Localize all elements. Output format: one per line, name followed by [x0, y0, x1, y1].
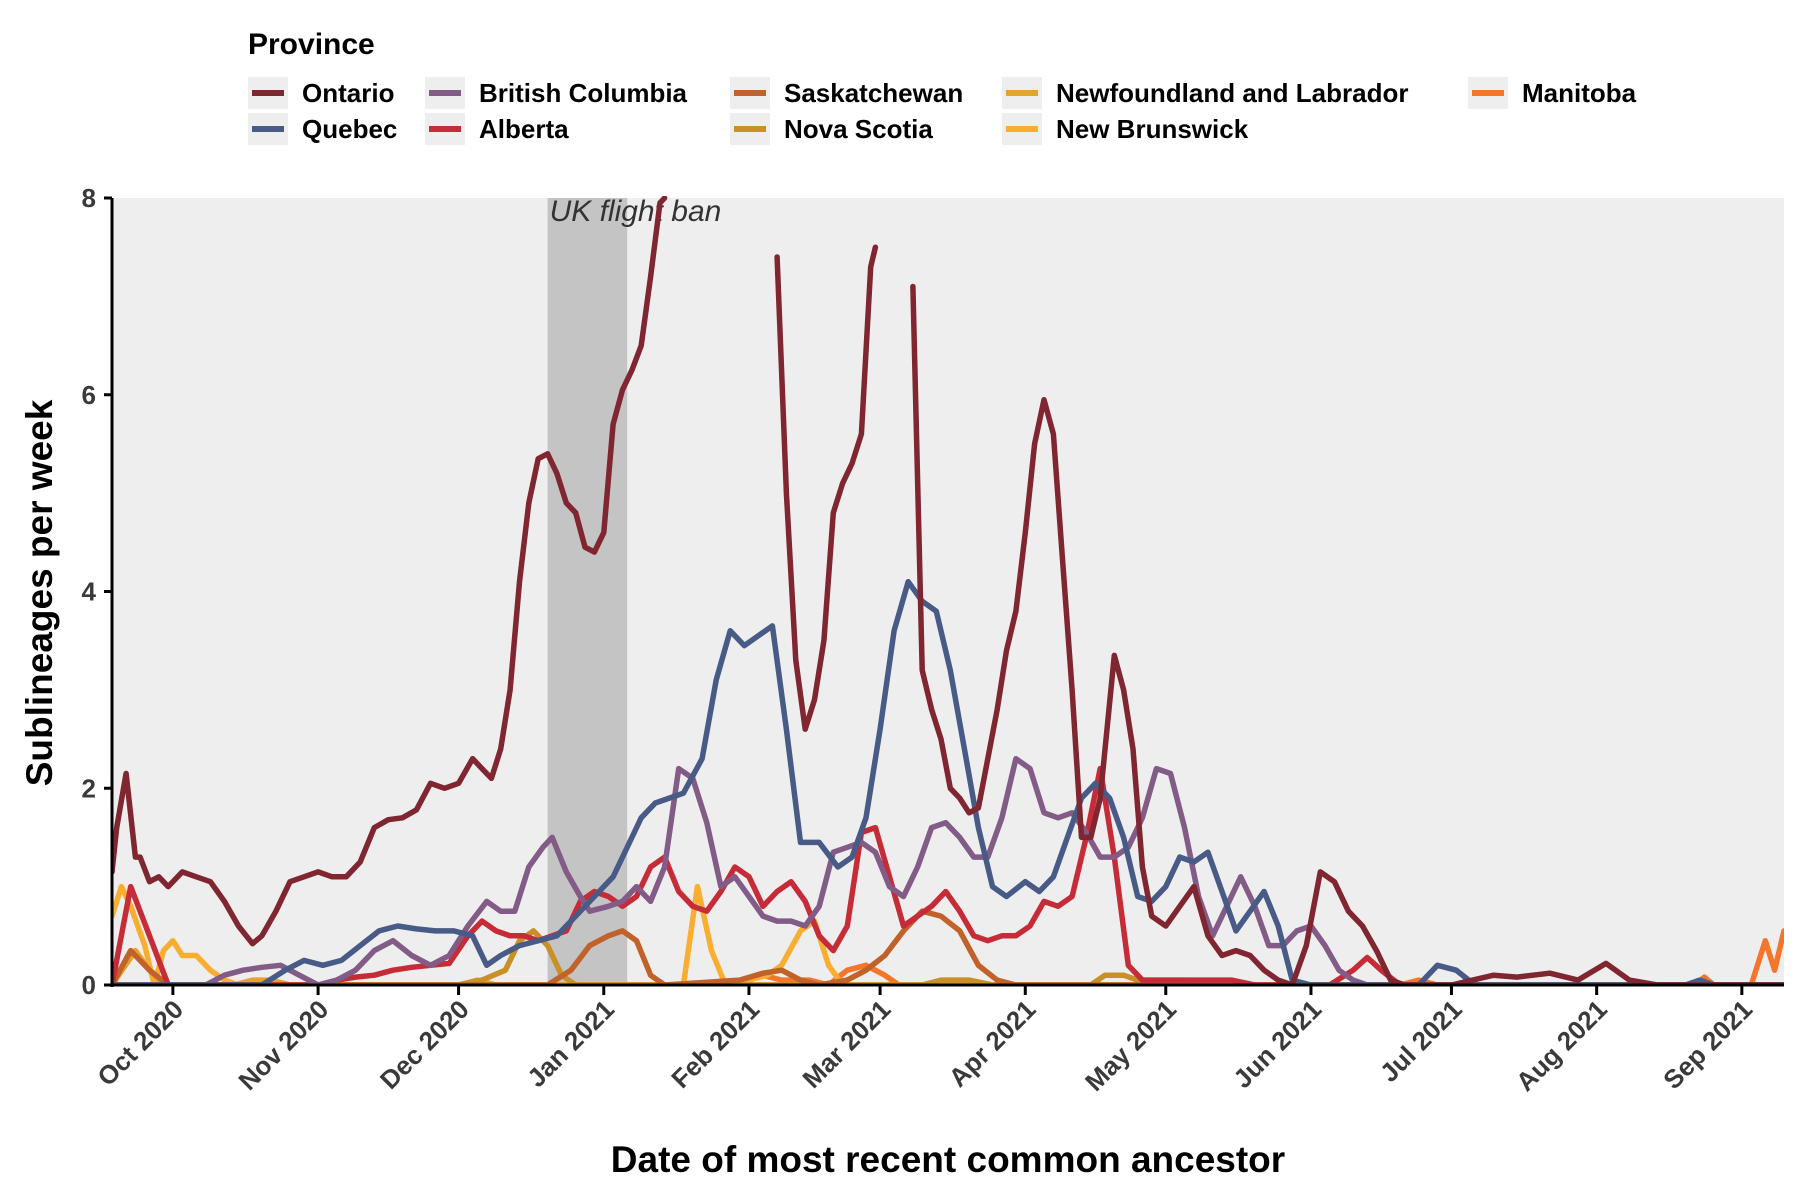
x-axis-ticks: Oct 2020 Nov 2020 Dec 2020 Jan 2021 Feb 2021…	[91, 985, 1758, 1097]
legend-label: British Columbia	[479, 78, 688, 108]
series-line-ontario	[910, 283, 1784, 985]
series-line-ontario	[112, 196, 668, 947]
legend-label: Nova Scotia	[784, 114, 933, 144]
y-tick-label: 2	[82, 773, 96, 803]
legend-label: New Brunswick	[1056, 114, 1249, 144]
legend-item-ontario: Ontario	[248, 77, 394, 109]
series-line-ontario	[774, 244, 879, 732]
legend-item-alberta: Alberta	[425, 113, 569, 145]
legend-label: Saskatchewan	[784, 78, 963, 108]
x-tick-label: Jan 2021	[521, 994, 620, 1093]
x-tick-label: Aug 2021	[1510, 994, 1613, 1097]
x-tick-label: Dec 2020	[374, 994, 475, 1095]
series-line-nova-scotia	[112, 928, 1784, 985]
series-line-saskatchewan	[112, 908, 1784, 985]
y-tick-label: 4	[82, 577, 97, 607]
x-tick-label: Apr 2021	[943, 994, 1042, 1093]
uk-flight-ban-label: UK flight ban	[550, 195, 722, 228]
x-tick-label: May 2021	[1079, 994, 1182, 1097]
legend-title: Province	[248, 28, 375, 61]
x-tick-label: Feb 2021	[665, 994, 765, 1094]
series-line-alberta	[112, 765, 1784, 985]
legend-label: Ontario	[302, 78, 394, 108]
y-axis-ticks: 0 2 4 6 8	[82, 183, 112, 1000]
series-line-quebec	[112, 578, 1784, 985]
legend-item-saskatchewan: Saskatchewan	[730, 77, 963, 109]
legend-item-newfoundland-and-labrador: Newfoundland and Labrador	[1002, 77, 1408, 109]
x-axis-title: Date of most recent common ancestor	[611, 1139, 1285, 1180]
legend-label: Manitoba	[1522, 78, 1637, 108]
legend-label: Quebec	[302, 114, 397, 144]
x-tick-label: Sep 2021	[1657, 994, 1758, 1095]
legend-label: Newfoundland and Labrador	[1056, 78, 1408, 108]
y-axis-title: Sublineages per week	[19, 399, 60, 786]
x-tick-label: Mar 2021	[796, 994, 896, 1094]
y-tick-label: 0	[82, 970, 96, 1000]
series-line-british-columbia	[112, 755, 1784, 985]
x-tick-label: Oct 2020	[91, 994, 189, 1092]
y-tick-label: 6	[82, 380, 96, 410]
legend-item-quebec: Quebec	[248, 113, 397, 145]
plot-background	[112, 198, 1784, 985]
x-tick-label: Jun 2021	[1227, 994, 1327, 1094]
legend: Province Ontario Quebec British Columbia Al…	[248, 28, 1637, 145]
legend-item-manitoba: Manitoba	[1468, 77, 1637, 109]
legend-label: Alberta	[479, 114, 569, 144]
series-lines	[112, 196, 1784, 985]
x-tick-label: Jul 2021	[1374, 994, 1468, 1088]
y-tick-label: 8	[82, 183, 96, 213]
legend-item-british-columbia: British Columbia	[425, 77, 688, 109]
legend-item-new-brunswick: New Brunswick	[1002, 113, 1249, 145]
x-tick-label: Nov 2020	[232, 994, 334, 1096]
legend-item-nova-scotia: Nova Scotia	[730, 113, 933, 145]
